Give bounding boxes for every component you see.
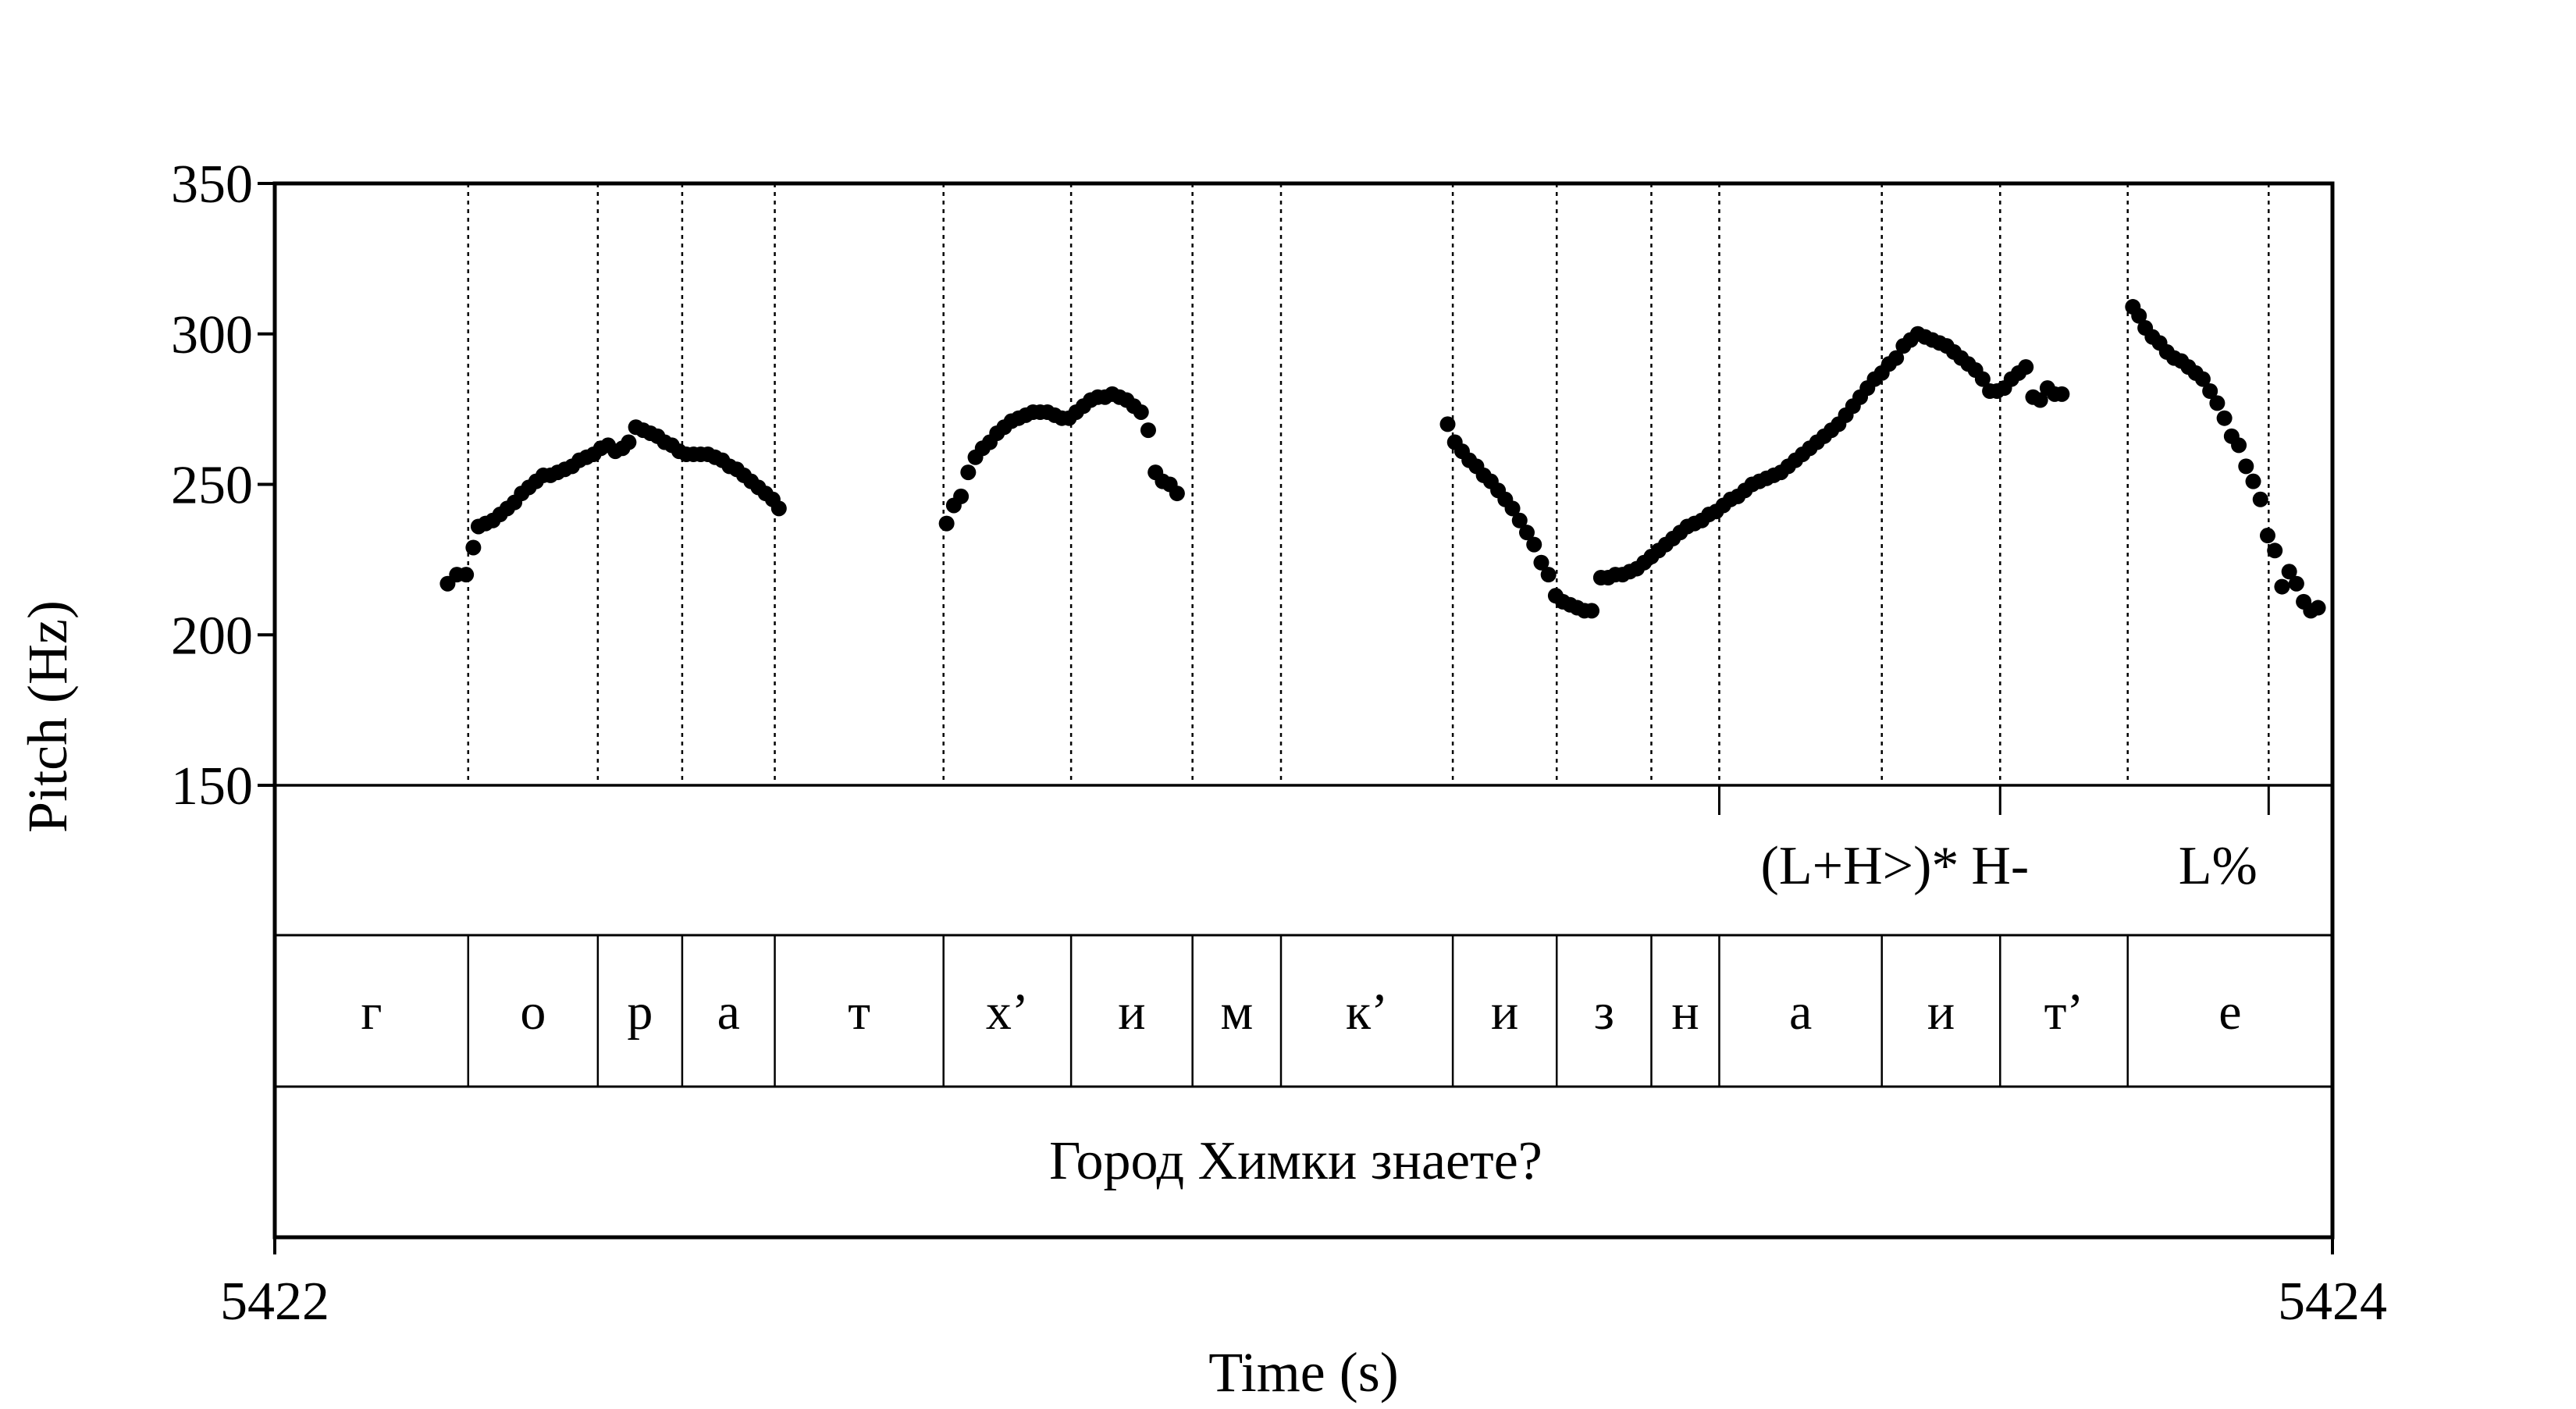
pitch-point (458, 567, 475, 583)
pitch-points (439, 299, 2326, 619)
pitch-point (1511, 512, 1528, 528)
pitch-point (1169, 486, 1185, 502)
y-axis-title: Pitch (Hz) (16, 600, 79, 833)
pitch-point (953, 488, 970, 504)
segment-label: и (1491, 984, 1518, 1041)
pitch-point (1140, 422, 1156, 439)
pitch-point (2231, 437, 2247, 454)
pitch-point (2131, 308, 2147, 324)
pitch-point (2216, 410, 2233, 426)
segment-label: м (1220, 984, 1253, 1041)
pitch-point (1504, 500, 1521, 517)
pitch-point (2252, 491, 2268, 507)
plot-frame (272, 181, 2335, 1240)
axes: Pitch (Hz) Time (s) Город Химки знаете? … (16, 155, 2387, 1404)
annotation-tiers: (L+H>)* H- L% г о р а т х’ и м к’ и з н а и т’ е (275, 784, 2332, 1088)
boundary-grid (467, 183, 2270, 785)
pitch-point (1533, 554, 1550, 571)
pitch-point (2310, 600, 2326, 616)
pitch-point (2281, 564, 2297, 580)
pitch-point (2238, 458, 2254, 475)
pitch-point (2209, 395, 2226, 411)
pitch-point (1439, 416, 1456, 432)
pitch-point (1888, 350, 1905, 366)
segment-label: р (627, 984, 653, 1041)
pitch-point (2018, 359, 2034, 375)
pitch-point (1133, 404, 1149, 420)
segment-label: о (520, 984, 546, 1041)
y-tick-label: 150 (171, 756, 253, 817)
pitch-point (2202, 382, 2218, 399)
pitch-point (2274, 578, 2290, 595)
pitch-point (1519, 525, 1535, 541)
pitch-point (2032, 392, 2048, 408)
segment-label: х’ (986, 984, 1029, 1041)
pitch-point (2194, 371, 2211, 387)
tone-label: H- (1971, 836, 2029, 896)
sentence-label: Город Химки знаете? (1049, 1131, 1542, 1191)
x-tick-label: 5422 (220, 1272, 329, 1332)
segment-label: и (1118, 984, 1145, 1041)
segment-label: а (717, 984, 740, 1041)
y-tick-label: 350 (171, 155, 253, 215)
pitch-point (465, 539, 482, 556)
pitch-point (2245, 473, 2261, 489)
segment-label: е (2218, 984, 2241, 1041)
tone-label: (L+H>)* (1761, 836, 1959, 896)
segment-label: и (1927, 984, 1955, 1041)
segment-label: н (1671, 984, 1699, 1041)
x-tick-label: 5424 (2278, 1272, 2387, 1332)
pitch-point (960, 464, 977, 481)
pitch-point (2054, 386, 2070, 402)
segment-label: т’ (2044, 984, 2084, 1041)
pitch-point (1584, 603, 1600, 619)
x-axis-title: Time (s) (1208, 1341, 1398, 1404)
pitch-point (1974, 371, 1991, 387)
y-tick-label: 300 (171, 305, 253, 365)
tone-label: L% (2179, 836, 2258, 896)
y-tick-label: 200 (171, 606, 253, 666)
pitch-point (2267, 543, 2283, 559)
segment-label: т (848, 984, 870, 1041)
segment-label: з (1594, 984, 1614, 1041)
y-tick-label: 250 (171, 456, 253, 516)
pitch-point (1540, 567, 1557, 583)
segment-label: г (361, 984, 382, 1041)
pitch-point (621, 434, 637, 450)
pitch-point (938, 515, 955, 532)
pitch-point (2259, 528, 2275, 544)
segment-label: к’ (1346, 984, 1388, 1041)
segment-label: а (1789, 984, 1812, 1041)
pitch-point (770, 500, 787, 517)
pitch-point (1526, 536, 1542, 553)
pitch-point (2288, 575, 2304, 592)
